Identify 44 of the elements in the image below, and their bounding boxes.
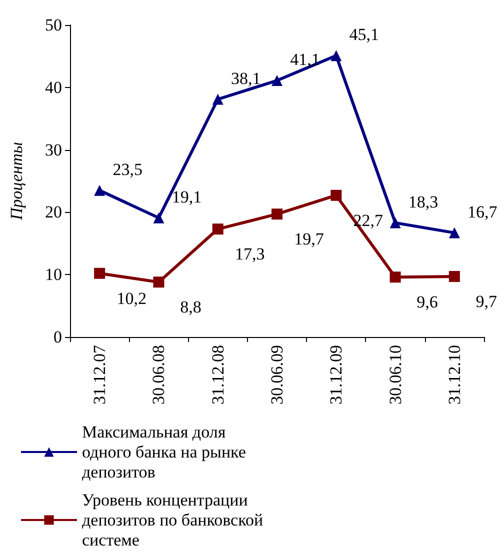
y-tick-label: 0 (54, 328, 62, 346)
point (448, 227, 460, 238)
point (212, 224, 224, 235)
x-tick-label: 30.06.09 (268, 345, 286, 404)
y-axis-title: Проценты (7, 142, 26, 221)
point (330, 50, 342, 62)
data-label: 17,3 (234, 244, 265, 264)
x-tick-label: 31.12.08 (208, 345, 228, 404)
legend-label: Максимальная доля одного банка на рынке депозитов (82, 422, 250, 482)
point (94, 184, 106, 196)
point (272, 208, 282, 220)
point (272, 75, 282, 86)
y-tick-label: 20 (45, 202, 62, 222)
x-tick-label: 30.06.10 (386, 345, 405, 404)
y-tick-label: 50 (45, 16, 62, 34)
point (212, 94, 224, 105)
y-tick-label: 40 (45, 78, 62, 97)
point (153, 276, 164, 288)
data-label: 41,1 (290, 50, 320, 70)
data-label: 38,1 (230, 68, 261, 88)
y-tick-label: 10 (45, 265, 62, 284)
point (448, 270, 460, 282)
data-label: 8,8 (180, 298, 202, 317)
data-label: 23,5 (112, 160, 142, 179)
point (330, 190, 342, 201)
x-tick-label: 30.06.08 (149, 345, 168, 404)
point (390, 272, 401, 283)
data-label: 10,2 (116, 288, 146, 308)
y-tick-label: 30 (45, 140, 62, 160)
data-label: 19,1 (172, 187, 202, 206)
data-label: 9,6 (416, 292, 438, 312)
point (153, 212, 164, 224)
legend-label: Уровень концентрации депозитов по банковской системе (82, 490, 268, 550)
x-tick-label: 31.12.09 (326, 345, 346, 404)
point (390, 217, 401, 228)
data-label: 9,7 (476, 292, 498, 311)
point (94, 268, 106, 279)
data-label: 22,7 (353, 210, 384, 230)
x-tick-label: 31.12.07 (90, 344, 110, 404)
data-label: 18,3 (408, 192, 438, 212)
data-label: 16,7 (468, 202, 498, 222)
data-label: 45,1 (349, 25, 380, 44)
data-label: 19,7 (294, 230, 324, 249)
x-tick-label: 31.12.10 (444, 345, 464, 404)
